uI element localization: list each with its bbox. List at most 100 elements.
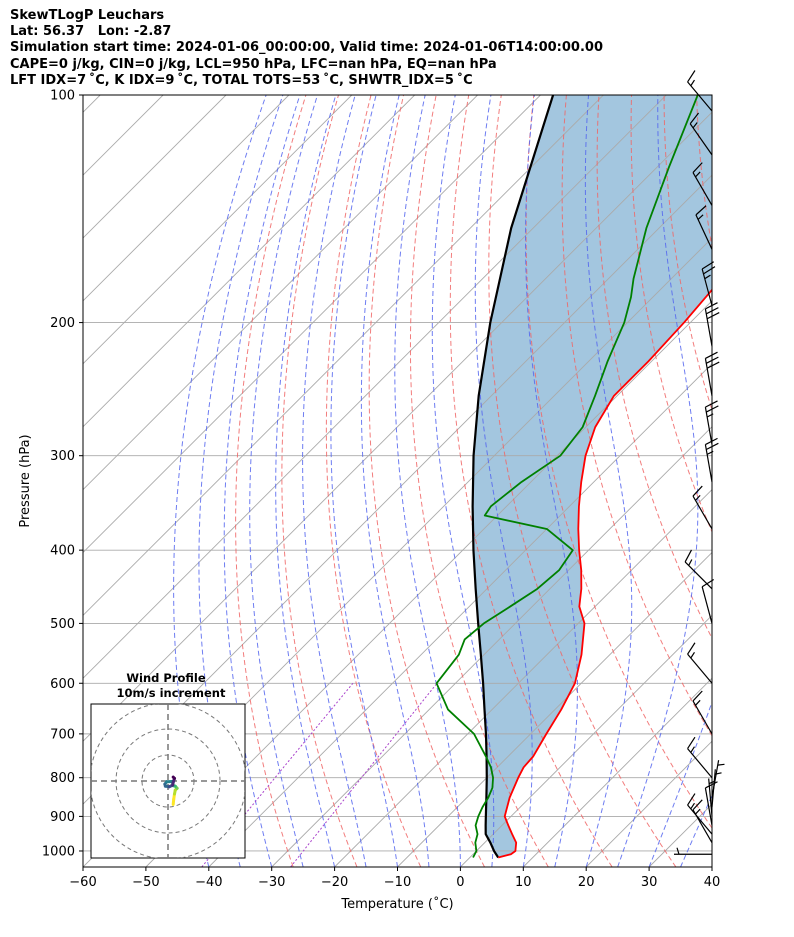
x-tick-label: −40 [195,875,222,890]
title-line-4: CAPE=0 j/kg, CIN=0 j/kg, LCL=950 hPa, LF… [10,56,497,72]
wind-barb-flag [687,736,696,749]
x-tick-label: 30 [641,875,658,890]
dry-adiabat-line [325,95,422,867]
wind-barb-staff [684,561,713,590]
wind-barb-staff [708,778,713,817]
wind-barb-staff [701,586,713,624]
wind-barb-flag [684,549,693,563]
y-tick-label: 400 [50,544,75,559]
hodograph-plot [91,704,245,858]
wind-barb-half-flag [688,559,693,566]
wind-barb-flag [687,793,696,806]
y-tick-label: 900 [50,810,75,825]
wind-barb-flag [692,799,703,811]
temperature-profile-line [497,288,712,859]
moist-adiabat-line [525,95,578,867]
isotherm-line [460,614,712,867]
moist-adiabat-line [431,95,495,867]
wind-barb-staff [689,123,713,156]
dry-adiabat-line [368,95,485,867]
moist-adiabat-line [360,95,430,867]
x-tick-label: 10 [515,875,532,890]
wind-barb-flag [692,162,703,173]
isotherm-line [271,426,712,867]
wind-barb-staff [701,268,713,306]
dry-adiabat-line [596,95,712,640]
wind-barb [692,690,713,735]
moist-adiabat-line [648,700,712,867]
wind-barb-half-flag [717,763,725,766]
moist-adiabat-line [711,865,712,867]
x-tick-label: −60 [69,875,96,890]
wind-barb-staff [692,172,713,206]
y-tick-label: 100 [50,89,75,104]
wind-barb-staff [687,804,713,835]
wind-barb-staff [687,748,713,779]
parcel-profile-line [471,95,555,859]
y-tick-label: 1000 [42,844,75,859]
dry-adiabat-line [409,95,549,867]
x-tick-label: −30 [258,875,285,890]
isotherm-line [711,866,712,867]
dry-adiabat-line [729,95,794,867]
wind-barb-flag [692,690,703,702]
dry-adiabat-line [235,95,307,867]
wind-barb-staff [704,787,713,826]
wind-barb [695,205,713,250]
isotherm-line [83,95,541,554]
hodograph-trace-segment [171,775,176,780]
y-axis-label: Pressure (hPa) [18,434,33,527]
hodograph-subtitle: 10m/s increment [117,686,226,700]
wind-barb [711,760,725,798]
isotherm-line [83,95,353,365]
wind-barb-flag [703,266,716,275]
wind-barb-flag [687,70,696,83]
y-tick-label: 700 [50,727,75,742]
moist-adiabat-line [223,95,301,867]
wind-barb [687,736,713,779]
isotherm-line [522,677,712,867]
wind-barb-half-flag [690,651,695,659]
isotherm-line [145,300,712,867]
isotherm-line [208,363,712,867]
mixing-ratio-line [290,682,438,867]
wind-barb-flag [692,485,703,497]
moist-adiabat-line [617,95,699,867]
moist-adiabat-line [173,95,267,867]
y-tick-label: 500 [50,617,75,632]
wind-barb-half-flag [690,79,695,87]
wind-barb-half-flag [676,847,680,855]
wind-barb-half-flag [695,808,701,815]
x-tick-label: −20 [321,875,348,890]
isotherm-line [83,95,290,302]
isotherm-line [83,95,227,239]
wind-barb-staff [711,760,720,798]
plot-lines [83,95,794,867]
y-tick-label: 300 [50,449,75,464]
wind-barb-staff [704,444,713,483]
moist-adiabat-line [275,95,337,867]
wind-barb-flag [689,112,700,125]
wind-barb-flag [695,205,707,216]
isotherm-line [397,551,712,867]
cape-cin-shading [472,95,712,858]
wind-barb-staff [704,407,713,445]
title-line-1: SkewTLogP Leuchars [10,8,165,23]
wind-barb-staff [704,358,713,396]
wind-barb-flag [705,400,718,408]
wind-barb-staff [704,308,713,347]
wind-barb-staff [695,214,713,250]
wind-barb [692,162,713,206]
wind-barb-half-flag [692,122,698,129]
wind-barb-flag [706,361,720,369]
dry-adiabat-line [488,95,677,867]
dry-adiabat-line [525,95,712,829]
wind-barb-half-flag [695,171,701,178]
x-axis-label: Temperature (˚C) [340,896,453,912]
wind-barb [674,847,712,855]
wind-barb-flag [705,781,718,789]
wind-barb-flag [706,312,720,320]
dry-adiabat-line [762,95,794,867]
x-tick-label: 0 [456,875,464,890]
